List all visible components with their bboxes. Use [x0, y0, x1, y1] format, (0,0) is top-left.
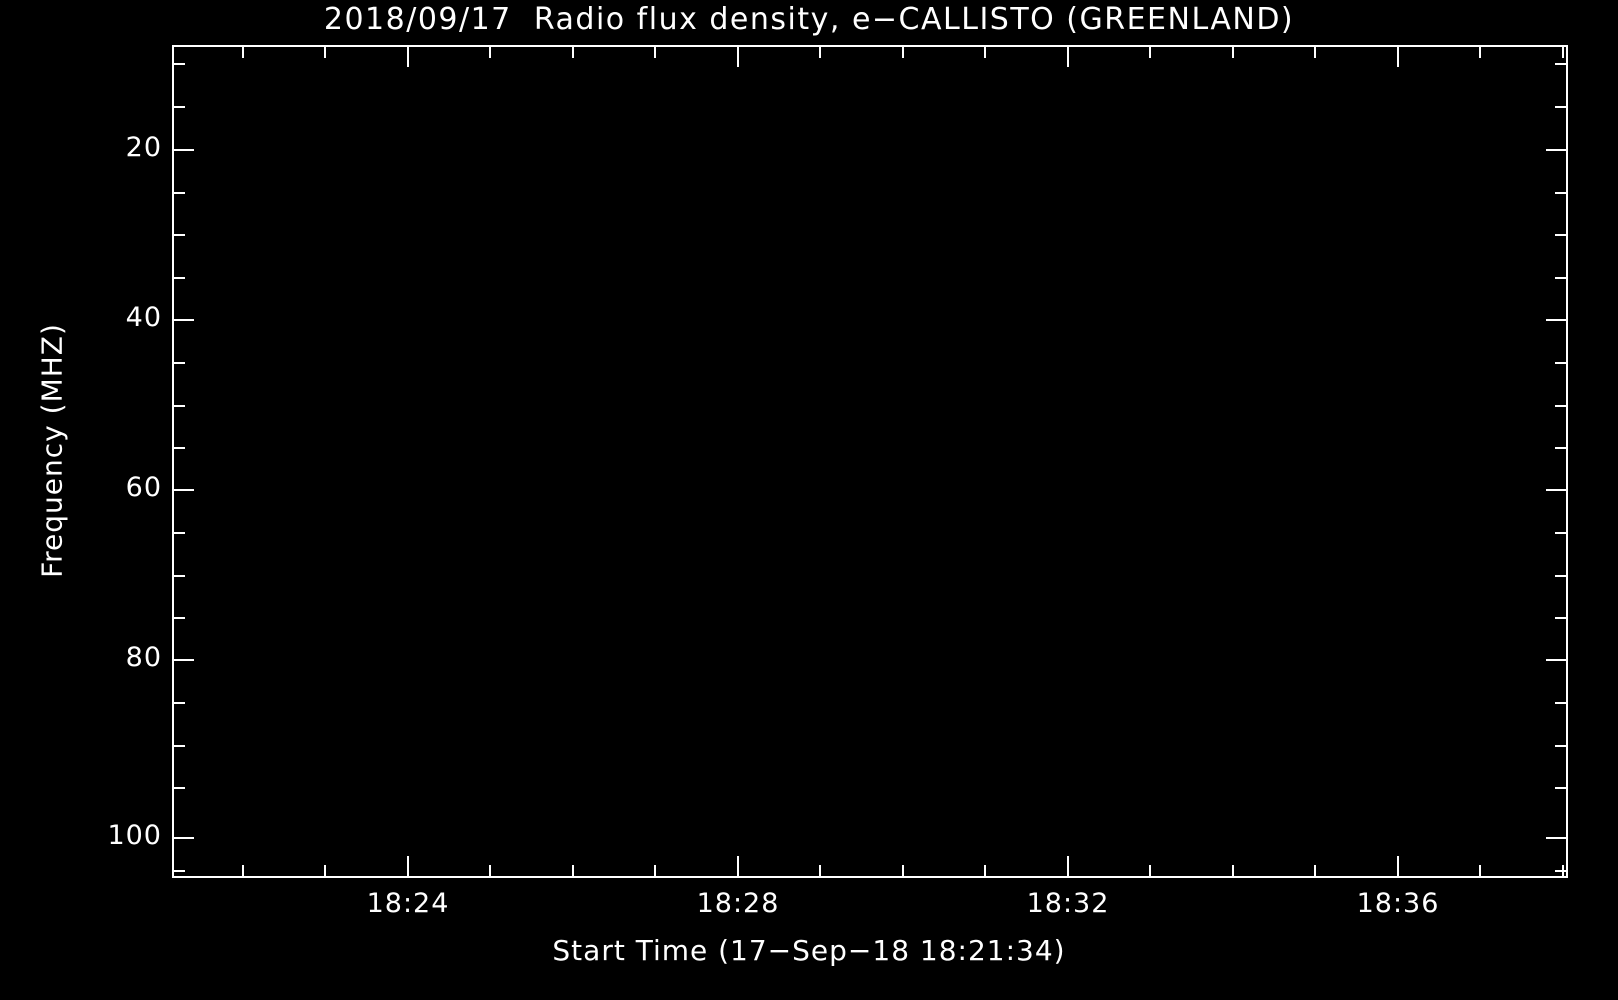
y-tick-minor: [172, 447, 185, 449]
x-tick-label: 18:28: [696, 888, 780, 919]
y-tick-major-right: [1546, 489, 1568, 491]
y-tick-major: [172, 319, 194, 321]
y-tick-minor-right: [1555, 405, 1568, 407]
x-tick-major-top: [737, 45, 739, 67]
x-tick-major: [407, 856, 409, 878]
y-tick-minor: [172, 234, 185, 236]
y-tick-minor-right: [1555, 63, 1568, 65]
x-tick-major: [1067, 856, 1069, 878]
x-tick-minor-top: [572, 45, 574, 58]
x-tick-minor-top: [324, 45, 326, 58]
y-tick-minor: [172, 106, 185, 108]
x-tick-minor-top: [1149, 45, 1151, 58]
x-tick-minor-top: [1562, 45, 1564, 58]
page-title: 2018/09/17 Radio flux density, e−CALLIST…: [323, 2, 1295, 37]
y-tick-minor-right: [1555, 702, 1568, 704]
x-tick-minor: [654, 865, 656, 878]
y-tick-minor: [172, 575, 185, 577]
x-tick-minor-top: [984, 45, 986, 58]
x-tick-minor-top: [819, 45, 821, 58]
y-tick-minor-right: [1555, 277, 1568, 279]
y-tick-minor-right: [1555, 617, 1568, 619]
x-tick-minor-top: [242, 45, 244, 58]
x-tick-minor: [984, 865, 986, 878]
x-tick-minor-top: [654, 45, 656, 58]
y-tick-minor-right: [1555, 192, 1568, 194]
y-tick-label: 20: [125, 132, 162, 163]
y-tick-minor-right: [1555, 745, 1568, 747]
y-tick-major-right: [1546, 149, 1568, 151]
y-tick-minor-right: [1555, 106, 1568, 108]
x-tick-minor: [489, 865, 491, 878]
y-tick-major-right: [1546, 837, 1568, 839]
x-tick-minor: [1562, 865, 1564, 878]
y-tick-minor: [172, 362, 185, 364]
x-tick-minor-top: [902, 45, 904, 58]
x-tick-minor: [1149, 865, 1151, 878]
y-tick-minor-right: [1555, 234, 1568, 236]
y-tick-major-right: [1546, 319, 1568, 321]
y-tick-minor: [172, 702, 185, 704]
x-tick-minor: [242, 865, 244, 878]
y-tick-label: 80: [125, 642, 162, 673]
x-tick-minor: [1479, 865, 1481, 878]
plot-frame: [172, 45, 1568, 878]
x-tick-major-top: [1067, 45, 1069, 67]
x-tick-major: [1397, 856, 1399, 878]
y-tick-major: [172, 659, 194, 661]
y-tick-minor: [172, 787, 185, 789]
y-tick-minor: [172, 870, 185, 872]
x-tick-minor: [819, 865, 821, 878]
y-tick-label: 100: [107, 820, 162, 851]
x-axis-title: Start Time (17−Sep−18 18:21:34): [552, 934, 1066, 967]
x-tick-minor: [324, 865, 326, 878]
x-tick-major-top: [1397, 45, 1399, 67]
x-tick-label: 18:32: [1026, 888, 1110, 919]
x-tick-minor-top: [489, 45, 491, 58]
y-tick-major-right: [1546, 659, 1568, 661]
x-tick-minor-top: [1232, 45, 1234, 58]
y-tick-minor-right: [1555, 575, 1568, 577]
y-tick-minor-right: [1555, 870, 1568, 872]
y-tick-minor-right: [1555, 362, 1568, 364]
x-tick-major-top: [407, 45, 409, 67]
y-tick-minor: [172, 277, 185, 279]
y-tick-minor: [172, 405, 185, 407]
y-tick-minor-right: [1555, 787, 1568, 789]
y-tick-major: [172, 489, 194, 491]
y-tick-label: 60: [125, 472, 162, 503]
y-tick-minor-right: [1555, 532, 1568, 534]
x-tick-minor-top: [1479, 45, 1481, 58]
x-tick-minor-top: [1314, 45, 1316, 58]
x-tick-minor: [902, 865, 904, 878]
y-tick-major: [172, 149, 194, 151]
x-tick-label: 18:24: [366, 888, 450, 919]
y-tick-minor: [172, 192, 185, 194]
y-tick-minor-right: [1555, 447, 1568, 449]
y-tick-minor: [172, 532, 185, 534]
x-tick-minor: [1232, 865, 1234, 878]
y-tick-minor: [172, 745, 185, 747]
y-tick-major: [172, 837, 194, 839]
y-tick-minor: [172, 617, 185, 619]
y-tick-label: 40: [125, 302, 162, 333]
y-tick-minor: [172, 63, 185, 65]
x-tick-minor: [1314, 865, 1316, 878]
x-tick-minor: [572, 865, 574, 878]
y-axis-title: Frequency (MHZ): [35, 323, 69, 578]
x-tick-major: [737, 856, 739, 878]
x-tick-label: 18:36: [1356, 888, 1440, 919]
